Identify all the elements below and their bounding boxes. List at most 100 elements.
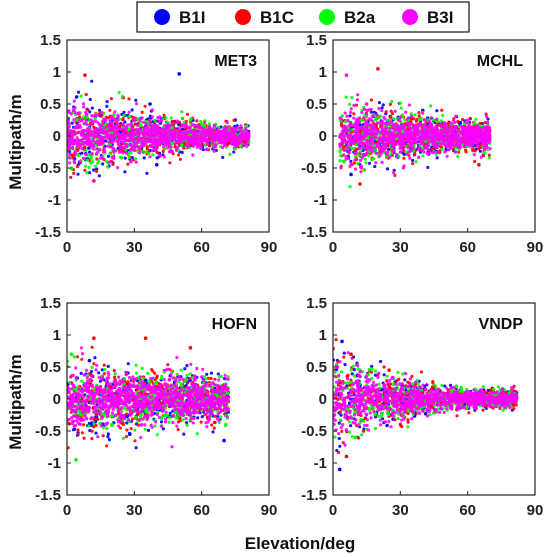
point-mchl-b3i <box>376 129 381 134</box>
point-mchl-b1c <box>358 182 362 186</box>
point-met3-b3i <box>75 111 80 116</box>
point-met3-b3i <box>200 136 205 140</box>
point-mchl-b3i <box>398 127 402 131</box>
point-met3-b1c <box>67 149 70 153</box>
point-met3-b3i <box>146 139 151 143</box>
point-met3-b3i <box>206 138 211 143</box>
point-mchl-b3i <box>420 127 424 132</box>
point-mchl-b3i <box>353 167 358 171</box>
point-mchl-b3i <box>451 131 456 135</box>
point-mchl-b3i <box>410 115 414 119</box>
point-hofn-b1i <box>100 368 104 372</box>
point-met3-b3i <box>74 152 78 156</box>
point-met3-b3i <box>128 143 133 147</box>
point-met3-b2a <box>199 120 203 124</box>
point-mchl-b3i <box>442 121 446 125</box>
point-hofn-b1i <box>161 427 165 431</box>
point-met3-b1i <box>90 106 94 110</box>
point-mchl-b1i <box>385 167 390 171</box>
point-met3-b3i <box>100 155 104 159</box>
point-met3-b2a <box>153 118 157 122</box>
point-mchl-b3i <box>431 151 436 155</box>
legend-label-b2a: B2a <box>344 8 376 27</box>
point-met3-b1i <box>122 110 126 114</box>
point-met3-b3i <box>150 108 154 112</box>
point-mchl-b1i <box>349 159 353 163</box>
point-mchl-b3i <box>423 118 427 122</box>
point-mchl-b3i <box>452 139 456 143</box>
point-met3-b3i <box>136 123 140 127</box>
point-met3-b3i <box>213 138 217 143</box>
point-met3-b3i <box>103 117 108 121</box>
point-mchl-b3i <box>358 152 362 156</box>
point-met3-b3i <box>101 128 106 133</box>
point-mchl-b3i <box>469 126 473 130</box>
point-hofn-b1i <box>196 416 200 420</box>
xtick-label-met3: 0 <box>63 239 71 256</box>
point-met3-b3i <box>179 136 184 141</box>
point-mchl-b2a <box>418 117 422 122</box>
point-mchl-b3i <box>402 125 406 129</box>
point-met3-b3i <box>70 129 74 133</box>
point-mchl-b1c <box>412 117 416 121</box>
point-mchl-b3i <box>398 137 402 141</box>
point-mchl-b3i <box>408 149 412 153</box>
point-mchl-b3i <box>399 132 404 137</box>
point-met3-b3i <box>80 147 84 151</box>
point-met3-b3i <box>111 117 116 121</box>
point-mchl-b3i <box>465 142 470 146</box>
point-mchl-b3i <box>398 115 403 120</box>
point-met3-b3i <box>90 152 94 156</box>
point-met3-b3i <box>210 141 215 145</box>
point-mchl-b3i <box>348 142 352 147</box>
point-met3-b3i <box>110 124 115 128</box>
point-mchl-b3i <box>453 150 458 154</box>
point-met3-b1c <box>162 113 166 117</box>
point-met3-b3i <box>72 118 76 122</box>
point-met3-b3i <box>119 135 124 139</box>
point-mchl-b3i <box>401 166 405 170</box>
point-mchl-b3i <box>408 140 412 145</box>
point-met3-b3i <box>150 136 154 140</box>
point-met3-b3i <box>85 122 89 127</box>
point-met3-b1c <box>108 108 112 112</box>
point-hofn-b1i <box>88 428 92 433</box>
point-mchl-b3i <box>374 161 378 165</box>
point-mchl-b3i <box>384 131 389 135</box>
point-mchl-b3i <box>472 153 476 157</box>
point-mchl-b3i <box>359 139 363 143</box>
point-met3-b3i <box>67 146 71 150</box>
point-met3-b1c <box>145 145 149 149</box>
point-met3-b3i <box>242 137 246 142</box>
point-mchl-b3i <box>402 139 407 143</box>
point-met3-b3i <box>194 142 198 146</box>
point-met3-b3i <box>126 123 130 127</box>
point-mchl-b2a <box>348 102 352 106</box>
point-met3-b3i <box>233 144 237 148</box>
point-mchl-b3i <box>485 115 489 119</box>
point-mchl-b2a <box>431 118 435 122</box>
legend-marker-b1c <box>235 9 251 25</box>
point-met3-b1i <box>70 121 74 125</box>
point-mchl-b1c <box>339 123 344 127</box>
point-met3-b1i <box>130 108 134 112</box>
point-mchl-b3i <box>404 110 408 114</box>
point-met3-b3i <box>214 132 218 136</box>
point-met3-b3i <box>174 146 179 151</box>
point-met3-b3i <box>68 153 72 157</box>
point-hofn-b1c <box>67 421 71 426</box>
point-met3-b3i <box>158 115 162 119</box>
point-mchl-b3i <box>386 121 391 125</box>
legend-marker-b2a <box>319 9 335 25</box>
ytick-label-met3: -1 <box>48 192 61 209</box>
point-met3-b3i <box>107 160 112 164</box>
xtick-label-met3: 90 <box>261 239 278 256</box>
point-mchl-b2a <box>392 117 396 121</box>
point-mchl-b3i <box>407 123 411 127</box>
point-mchl-b3i <box>388 126 392 130</box>
point-met3-b3i <box>203 120 207 124</box>
legend-entry-b1c: B1C <box>235 8 294 27</box>
point-mchl-b3i <box>366 128 370 133</box>
point-met3-b1i <box>221 155 225 159</box>
station-label-met3: MET3 <box>214 53 257 70</box>
